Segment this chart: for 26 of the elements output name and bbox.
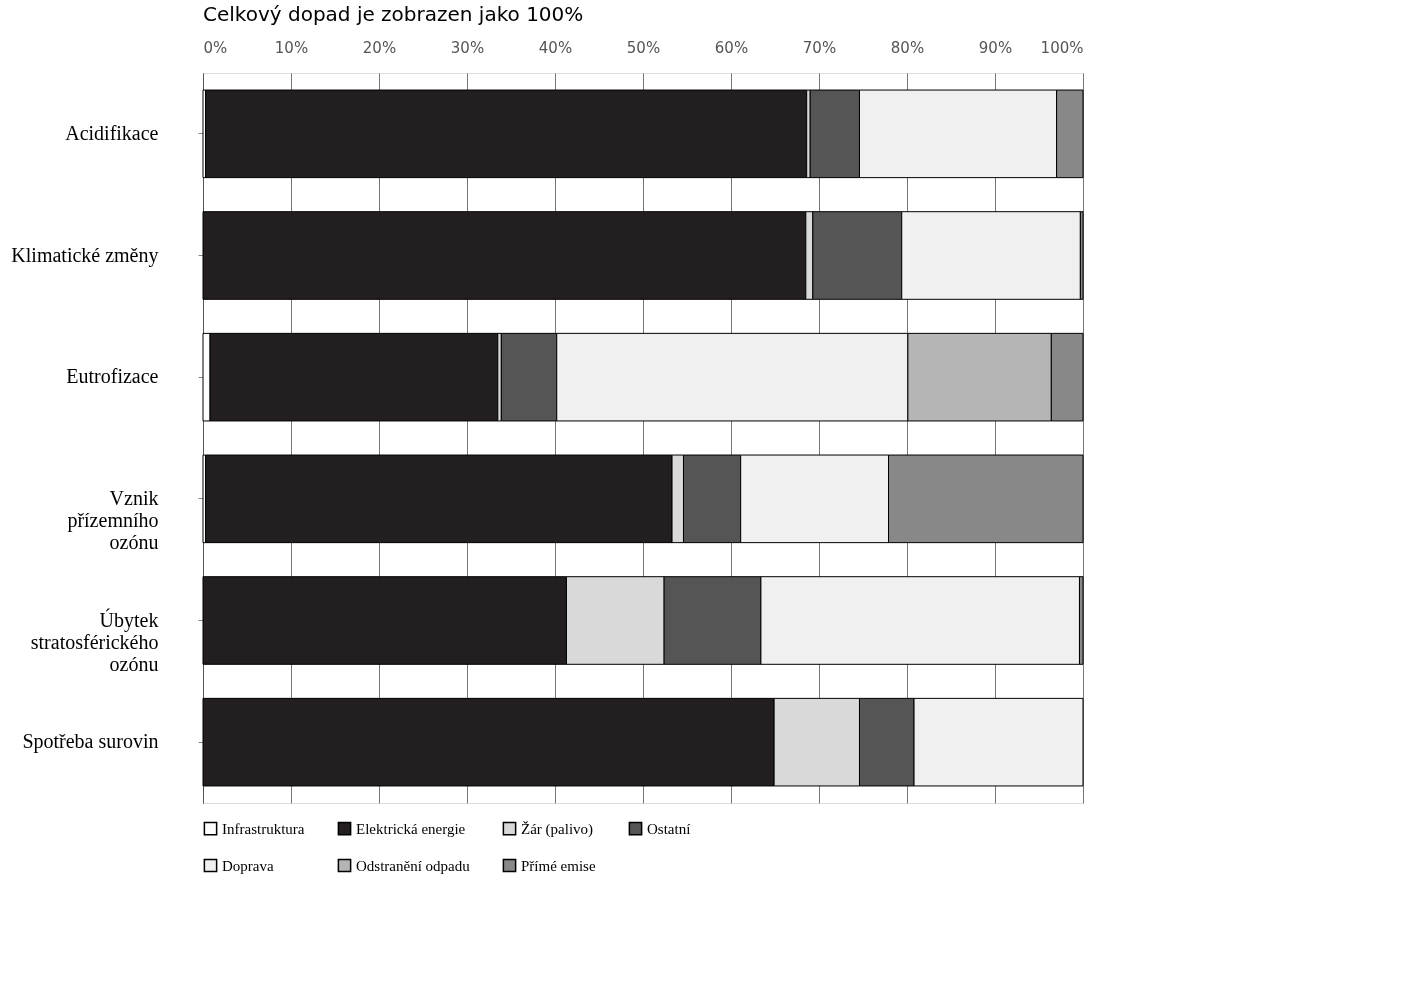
legend-label: Doprava (222, 857, 274, 874)
x-tick-label: 20% (362, 38, 397, 57)
legend-label: Infrastruktura (222, 820, 305, 837)
chart-title: Celkový dopad je zobrazen jako 100% (203, 2, 584, 26)
x-tick-label: 60% (714, 38, 749, 57)
legend-label: Žár (palivo) (521, 820, 594, 838)
y-tick-label: Spotřeba surovin (22, 730, 159, 754)
legend-label: Elektrická energie (356, 820, 466, 837)
x-tick-label: 0% (203, 38, 228, 57)
x-tick-label: 90% (978, 38, 1013, 57)
y-tick-label: Vznik přízemního ozónu (67, 486, 159, 553)
y-tick-label: Eutrofizace (66, 365, 159, 388)
legend-label: Přímé emise (521, 857, 596, 874)
y-tick-label: Acidifikace (65, 121, 159, 144)
legend-label: Ostatní (647, 820, 691, 837)
x-tick-label: 50% (626, 38, 661, 57)
y-tick-label: Klimatické změny (11, 243, 159, 267)
x-tick-label: 30% (450, 38, 485, 57)
x-tick-label: 10% (274, 38, 309, 57)
x-tick-label: 40% (538, 38, 573, 57)
x-tick-label: 100% (1040, 38, 1084, 57)
legend-label: Odstranění odpadu (356, 857, 471, 874)
y-tick-label: Úbytek stratosférického ozónu (30, 607, 159, 675)
x-tick-label: 80% (890, 38, 925, 57)
x-tick-label: 70% (802, 38, 837, 57)
bar (205, 89, 808, 179)
